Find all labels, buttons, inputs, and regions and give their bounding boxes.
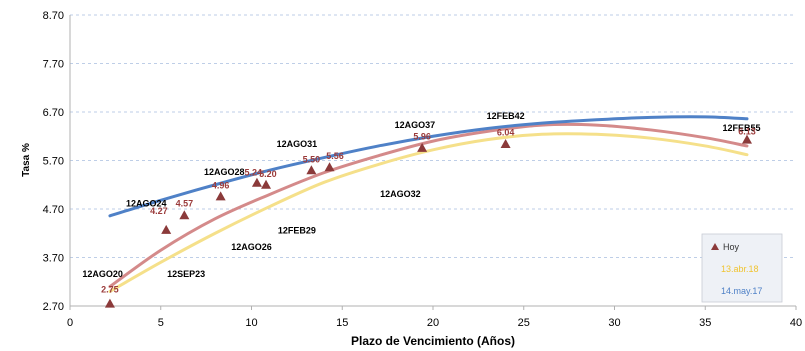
grid-lines xyxy=(70,14,796,258)
bond-labels: 12AGO20 12AGO24 12AGO28 12AGO31 12AGO37 12FEB… xyxy=(82,111,760,279)
bond-label: 12FEB55 xyxy=(723,123,761,133)
bond-label: 12AGO24 xyxy=(126,199,167,209)
x-tick-label: 15 xyxy=(336,317,348,329)
value-label: 5.20 xyxy=(259,169,277,179)
x-tick-label: 5 xyxy=(158,317,164,329)
bond-label: 12AGO31 xyxy=(277,139,318,149)
value-label: 6.04 xyxy=(497,127,515,137)
curve-13abr18 xyxy=(108,132,749,293)
bond-label: 12AGO28 xyxy=(204,167,245,177)
curve-14may17 xyxy=(108,115,749,218)
value-label: 5.50 xyxy=(303,154,321,164)
y-tick-label: 3.70 xyxy=(43,253,64,265)
data-point-triangle xyxy=(179,210,190,220)
x-tick-label: 40 xyxy=(790,317,802,329)
legend-entry-hoy: Hoy xyxy=(723,242,740,252)
curve-hoy-fit xyxy=(108,122,749,289)
y-tick-label: 2.70 xyxy=(43,301,64,313)
value-label: 5.56 xyxy=(326,151,344,161)
x-tick-labels: 0 5 10 15 20 25 30 35 40 xyxy=(67,306,802,329)
data-point-triangle xyxy=(261,179,272,189)
legend: Hoy 13.abr.18 14.may.17 xyxy=(701,233,783,303)
x-axis-title: Plazo de Vencimiento (Años) xyxy=(351,334,515,348)
value-label: 5.24 xyxy=(245,168,263,178)
bond-label: 12AGO20 xyxy=(82,269,123,279)
y-tick-label: 4.70 xyxy=(43,204,64,216)
legend-triangle-icon xyxy=(711,243,719,250)
y-tick-label: 5.70 xyxy=(43,156,64,168)
bond-label: 12FEB29 xyxy=(278,225,316,235)
legend-entry-13abr18: 13.abr.18 xyxy=(721,264,759,274)
value-label: 5.96 xyxy=(413,132,431,142)
bond-label: 12AGO26 xyxy=(231,242,272,252)
y-tick-label: 8.70 xyxy=(43,10,64,22)
value-labels: 2.75 4.27 4.57 4.96 5.245.20 5.50 5.56 5.96 6.04… xyxy=(101,126,756,294)
data-point-triangle xyxy=(500,139,511,149)
data-points xyxy=(104,134,752,308)
data-point-triangle xyxy=(104,298,115,308)
data-point-triangle xyxy=(215,191,226,201)
value-label: 6.13 xyxy=(738,126,756,136)
data-point-triangle xyxy=(417,142,428,152)
x-tick-label: 20 xyxy=(427,317,439,329)
x-tick-label: 30 xyxy=(608,317,620,329)
y-tick-labels: 2.70 3.70 4.70 5.70 6.70 7.70 8.70 xyxy=(43,10,64,313)
x-tick-label: 35 xyxy=(699,317,711,329)
x-tick-label: 10 xyxy=(245,317,257,329)
y-axis-title: Tasa % xyxy=(21,143,32,177)
data-point-triangle xyxy=(161,224,172,234)
data-point-triangle xyxy=(741,134,752,144)
bond-label: 12AGO37 xyxy=(395,120,436,130)
data-point-triangle xyxy=(251,177,262,187)
value-label: 4.96 xyxy=(212,181,230,191)
x-tick-label: 25 xyxy=(518,317,530,329)
bond-label: 12AGO32 xyxy=(380,189,421,199)
y-tick-label: 6.70 xyxy=(43,107,64,119)
legend-entry-14may17: 14.may.17 xyxy=(721,286,762,296)
value-label: 4.27 xyxy=(150,206,168,216)
data-point-triangle xyxy=(306,165,317,175)
value-label: 2.75 xyxy=(101,284,119,294)
bond-label: 12SEP23 xyxy=(167,269,205,279)
y-tick-label: 7.70 xyxy=(43,59,64,71)
fitted-curves xyxy=(108,115,749,293)
data-point-triangle xyxy=(324,162,335,172)
value-label: 4.57 xyxy=(176,199,194,209)
x-tick-label: 0 xyxy=(67,317,73,329)
bond-label: 12FEB42 xyxy=(487,111,525,121)
